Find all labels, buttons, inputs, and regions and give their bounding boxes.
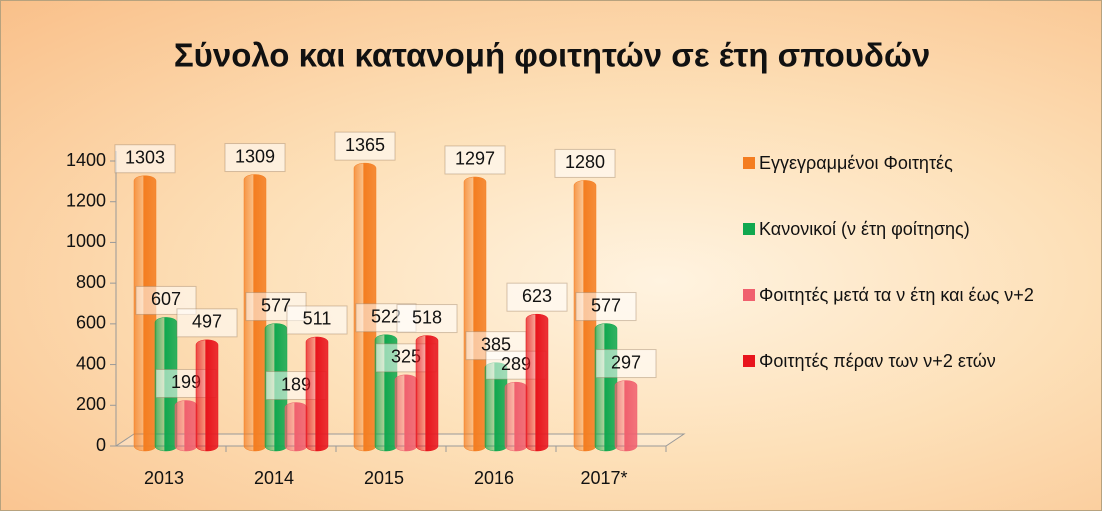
data-label: 1280 bbox=[565, 152, 605, 172]
x-tick-label: 2016 bbox=[474, 468, 514, 488]
data-label: 289 bbox=[501, 354, 531, 374]
data-label-box bbox=[396, 304, 458, 334]
bar bbox=[305, 336, 329, 452]
legend-item: Φοιτητές πέραν των ν+2 ετών bbox=[743, 349, 1083, 373]
data-label: 511 bbox=[303, 309, 332, 329]
data-label: 577 bbox=[591, 295, 621, 315]
data-label: 189 bbox=[281, 374, 311, 394]
x-tick-label: 2014 bbox=[254, 468, 294, 488]
bar bbox=[195, 339, 219, 452]
data-label-box bbox=[114, 144, 176, 174]
bar bbox=[415, 335, 439, 452]
bar bbox=[594, 323, 618, 452]
y-tick-label: 1400 bbox=[66, 150, 106, 170]
data-label: 522 bbox=[371, 306, 401, 326]
x-tick-label: 2015 bbox=[364, 468, 404, 488]
y-tick-label: 1200 bbox=[66, 190, 106, 210]
legend-swatch bbox=[743, 157, 755, 169]
legend-swatch bbox=[743, 223, 755, 235]
data-label-box bbox=[444, 145, 506, 175]
data-label: 297 bbox=[611, 352, 641, 372]
legend-label: Εγγεγραμμένοι Φοιτητές bbox=[759, 153, 953, 173]
bar bbox=[284, 402, 308, 452]
data-label: 199 bbox=[171, 372, 201, 392]
legend-item: Κανονικοί (ν έτη φοίτησης) bbox=[743, 217, 1083, 241]
data-label-box bbox=[224, 143, 286, 173]
y-tick-label: 1000 bbox=[66, 231, 106, 251]
y-tick-label: 600 bbox=[76, 313, 106, 333]
legend-label: Φοιτητές μετά τα ν έτη και έως ν+2 bbox=[759, 285, 1034, 305]
data-label-box bbox=[595, 349, 657, 379]
bar bbox=[525, 313, 549, 452]
data-label: 497 bbox=[192, 312, 222, 332]
x-tick-label: 2017* bbox=[580, 468, 627, 488]
data-label: 518 bbox=[412, 307, 442, 327]
bar bbox=[614, 380, 638, 452]
legend-item: Φοιτητές μετά τα ν έτη και έως ν+2 bbox=[743, 283, 1083, 307]
data-label-box bbox=[334, 131, 396, 161]
legend: Εγγεγραμμένοι Φοιτητές Κανονικοί (ν έτη φ… bbox=[743, 151, 1083, 415]
data-label-box bbox=[176, 308, 238, 338]
y-tick-label: 0 bbox=[96, 435, 106, 455]
y-tick-label: 800 bbox=[76, 272, 106, 292]
bar bbox=[394, 374, 418, 452]
legend-swatch bbox=[743, 289, 755, 301]
data-label-box bbox=[554, 148, 616, 178]
data-label: 577 bbox=[261, 295, 291, 315]
data-label: 1303 bbox=[125, 147, 165, 167]
data-label-box bbox=[506, 282, 568, 312]
data-label: 607 bbox=[151, 289, 181, 309]
data-label: 623 bbox=[522, 286, 552, 306]
legend-swatch bbox=[743, 355, 755, 367]
data-label: 1365 bbox=[345, 135, 385, 155]
bar bbox=[504, 381, 528, 452]
y-tick-label: 200 bbox=[76, 394, 106, 414]
data-label: 1297 bbox=[455, 149, 495, 169]
data-label: 325 bbox=[391, 347, 421, 367]
data-label-box bbox=[286, 305, 348, 335]
y-tick-label: 400 bbox=[76, 353, 106, 373]
legend-item: Εγγεγραμμένοι Φοιτητές bbox=[743, 151, 1083, 175]
data-label-box bbox=[575, 292, 637, 322]
bar bbox=[174, 400, 198, 452]
legend-label: Κανονικοί (ν έτη φοίτησης) bbox=[759, 219, 970, 239]
data-label: 385 bbox=[481, 334, 511, 354]
legend-label: Φοιτητές πέραν των ν+2 ετών bbox=[759, 351, 996, 371]
chart-title: Σύνολο και κατανομή φοιτητών σε έτη σπου… bbox=[174, 37, 930, 74]
bar bbox=[463, 176, 487, 452]
data-label: 1309 bbox=[235, 146, 275, 166]
x-tick-label: 2013 bbox=[144, 468, 184, 488]
